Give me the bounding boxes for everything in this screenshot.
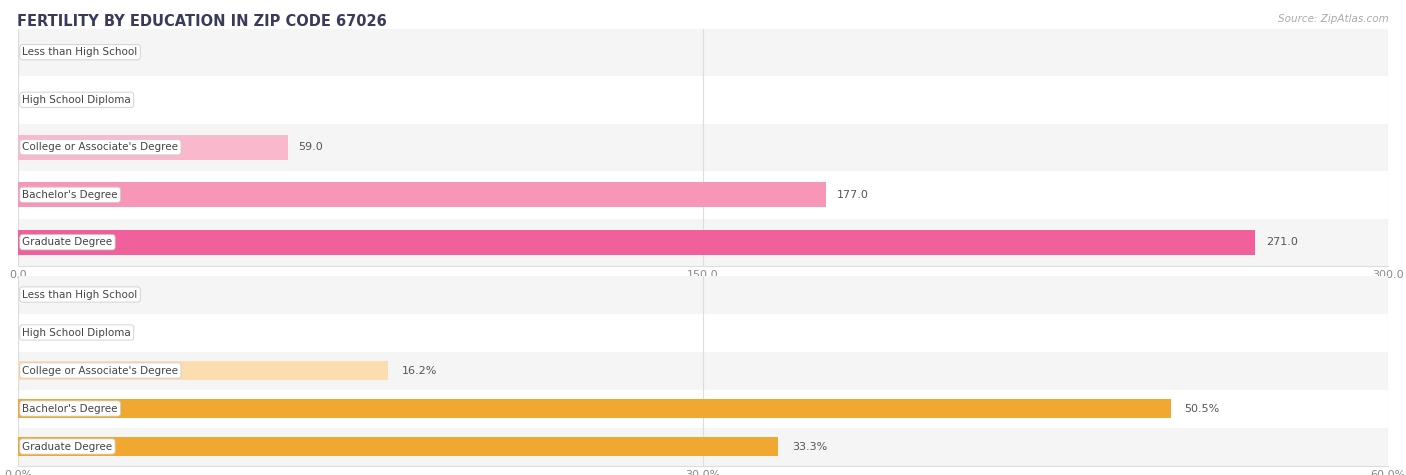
Bar	[18, 230, 1256, 255]
Bar	[18, 182, 827, 207]
Bar	[18, 314, 1388, 352]
Text: 16.2%: 16.2%	[402, 365, 437, 376]
Bar	[18, 352, 1388, 390]
Text: 0.0%: 0.0%	[32, 289, 60, 300]
Bar	[18, 361, 388, 380]
Text: 0.0%: 0.0%	[32, 327, 60, 338]
Bar	[18, 276, 1388, 314]
Text: FERTILITY BY EDUCATION IN ZIP CODE 67026: FERTILITY BY EDUCATION IN ZIP CODE 67026	[17, 14, 387, 29]
Text: Less than High School: Less than High School	[22, 47, 138, 57]
Text: Graduate Degree: Graduate Degree	[22, 237, 112, 247]
Text: Less than High School: Less than High School	[22, 289, 138, 300]
Bar	[18, 428, 1388, 466]
Bar	[18, 171, 1388, 218]
Text: Bachelor's Degree: Bachelor's Degree	[22, 190, 118, 200]
Text: 271.0: 271.0	[1267, 237, 1298, 247]
Bar	[18, 399, 1171, 418]
Bar	[18, 28, 1388, 76]
Text: Source: ZipAtlas.com: Source: ZipAtlas.com	[1278, 14, 1389, 24]
Text: High School Diploma: High School Diploma	[22, 95, 131, 105]
Text: 33.3%: 33.3%	[792, 441, 827, 452]
Bar	[18, 390, 1388, 428]
Text: 177.0: 177.0	[837, 190, 869, 200]
Text: 0.0: 0.0	[30, 47, 46, 57]
Text: College or Associate's Degree: College or Associate's Degree	[22, 142, 179, 152]
Text: 0.0: 0.0	[30, 95, 46, 105]
Bar	[18, 76, 1388, 124]
Text: Graduate Degree: Graduate Degree	[22, 441, 112, 452]
Bar	[18, 124, 1388, 171]
Text: High School Diploma: High School Diploma	[22, 327, 131, 338]
Bar	[18, 437, 779, 456]
Bar	[18, 218, 1388, 266]
Text: College or Associate's Degree: College or Associate's Degree	[22, 365, 179, 376]
Text: 50.5%: 50.5%	[1185, 403, 1220, 414]
Text: 59.0: 59.0	[298, 142, 323, 152]
Bar	[18, 135, 288, 160]
Text: Bachelor's Degree: Bachelor's Degree	[22, 403, 118, 414]
